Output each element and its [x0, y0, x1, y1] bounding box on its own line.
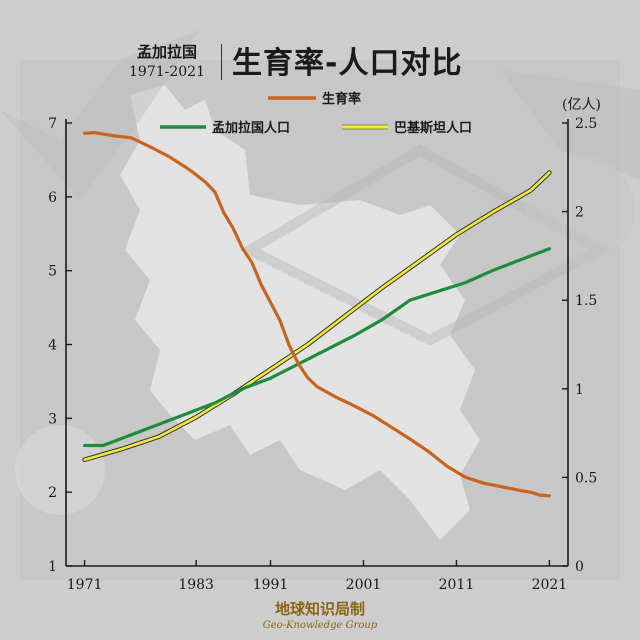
x-tick-label: 1991 [253, 577, 289, 593]
title-block: 孟加拉国 1971-2021 [112, 42, 222, 82]
chart-title: 生育率-人口对比 [232, 46, 463, 81]
country-label: 孟加拉国 [136, 43, 197, 61]
mascot-illustration [525, 155, 635, 265]
x-tick-label: 2021 [532, 577, 568, 593]
left-y-tick-label: 5 [48, 264, 57, 280]
right-y-tick-label: 0.5 [575, 470, 597, 486]
series-line-pakistan-population [83, 171, 551, 461]
right-y-tick-label: 2.5 [575, 116, 597, 132]
left-y-tick-label: 3 [48, 411, 57, 427]
left-y-tick-label: 2 [48, 485, 57, 501]
series-line-bangladesh-population [83, 247, 551, 448]
year-range-label: 1971-2021 [129, 64, 205, 80]
legend-bangladesh-population-label: 孟加拉国人口 [212, 120, 290, 136]
left-y-tick-label: 7 [48, 116, 57, 132]
footer-brand-cn: 地球知识局制 [274, 600, 365, 618]
x-tick-label: 2001 [346, 577, 382, 593]
left-y-tick-label: 1 [48, 559, 57, 575]
right-y-tick-label: 1.5 [575, 293, 597, 309]
series-line-fertility [83, 131, 551, 498]
footer-brand-en: Geo-Knowledge Group [262, 620, 378, 631]
left-y-tick-label: 6 [48, 190, 57, 206]
legend-fertility-label: 生育率 [322, 91, 361, 107]
x-tick-label: 2011 [439, 577, 475, 593]
x-tick-label: 1983 [178, 577, 214, 593]
title-divider [221, 44, 222, 80]
right-y-axis-unit-label: (亿人) [562, 97, 601, 113]
right-y-tick-label: 0 [575, 559, 584, 575]
left-y-tick-label: 4 [48, 338, 57, 354]
legend-pakistan-population-label: 巴基斯坦人口 [394, 120, 472, 136]
x-tick-label: 1971 [67, 577, 103, 593]
right-y-tick-label: 2 [575, 205, 584, 221]
series-pakistan-outline [82, 170, 552, 462]
right-y-tick-label: 1 [575, 382, 584, 398]
